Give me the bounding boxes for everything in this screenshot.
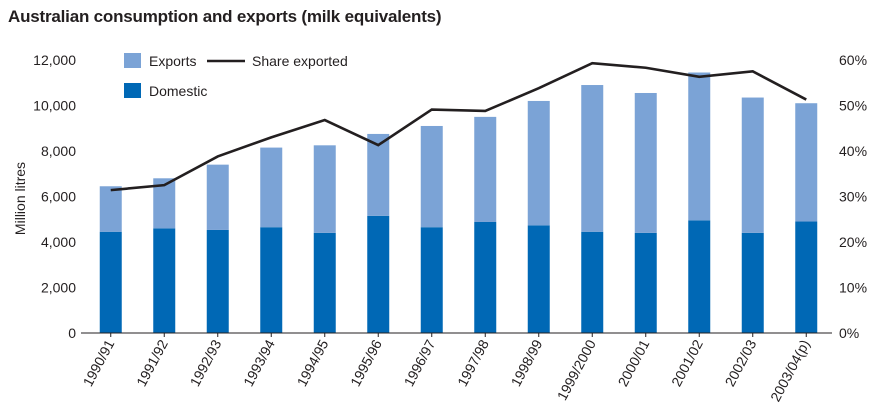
x-tick-label: 1990/91: [80, 337, 118, 389]
y2-tick-label: 0%: [839, 325, 859, 341]
bar-domestic-1: [153, 228, 176, 333]
x-tick-label: 1993/94: [240, 337, 278, 389]
x-tick-label: 2000/01: [615, 337, 653, 389]
bars-layer: [99, 72, 818, 333]
bar-domestic-7: [474, 221, 497, 333]
legend-label-exports: Exports: [149, 53, 196, 69]
bar-domestic-9: [581, 231, 604, 333]
x-tick-label: 1996/97: [401, 337, 439, 389]
bar-exports-0: [99, 186, 122, 232]
y2-tick-label: 10%: [839, 280, 867, 296]
y-axis-label: Million litres: [12, 162, 28, 235]
y2-tick-label: 50%: [839, 98, 867, 114]
bar-exports-10: [634, 92, 657, 233]
line-layer: [110, 61, 807, 192]
x-tick-label: 1994/95: [294, 337, 332, 389]
y2-tick-label: 60%: [839, 52, 867, 68]
x-tick-label: 1995/96: [347, 337, 385, 389]
x-tick-label: 1998/99: [508, 337, 546, 389]
y2-tick-label: 20%: [839, 234, 867, 250]
y-tick-label: 0: [68, 325, 76, 341]
bar-exports-13: [795, 103, 818, 222]
bar-exports-1: [153, 178, 176, 229]
y-tick-label: 12,000: [33, 52, 76, 68]
bar-exports-8: [527, 100, 550, 226]
x-tick-label: 2003/04(p): [767, 337, 813, 403]
bar-exports-12: [741, 97, 764, 233]
y-tick-label: 2,000: [41, 280, 76, 296]
bar-exports-9: [581, 85, 604, 232]
bar-domestic-12: [741, 232, 764, 333]
x-tick-label: 2001/02: [668, 337, 706, 389]
bar-exports-6: [420, 125, 443, 228]
bar-exports-11: [688, 72, 711, 221]
y-tick-label: 4,000: [41, 234, 76, 250]
bar-domestic-3: [260, 227, 283, 333]
bar-domestic-11: [688, 220, 711, 333]
legend: Exports Share exported Domestic: [124, 53, 348, 99]
bar-exports-3: [260, 147, 283, 228]
bar-domestic-8: [527, 225, 550, 333]
y2-tick-label: 40%: [839, 143, 867, 159]
x-tick-label: 1991/92: [133, 337, 171, 389]
chart-title: Australian consumption and exports (milk…: [8, 7, 442, 26]
bar-exports-4: [313, 145, 336, 233]
legend-label-domestic: Domestic: [149, 83, 207, 99]
bar-domestic-4: [313, 232, 336, 333]
y-tick-label: 8,000: [41, 143, 76, 159]
bar-domestic-13: [795, 221, 818, 333]
x-tick-label: 1992/93: [187, 337, 225, 389]
y-tick-label: 10,000: [33, 98, 76, 114]
x-tick-label: 2002/03: [722, 337, 760, 389]
bar-domestic-10: [634, 232, 657, 333]
bar-exports-5: [367, 133, 390, 216]
legend-swatch-domestic: [124, 83, 141, 98]
bar-exports-7: [474, 116, 497, 222]
x-tick-label: 1997/98: [454, 337, 492, 389]
bar-domestic-5: [367, 215, 390, 333]
x-tick-label: 1999/2000: [554, 337, 599, 403]
bar-exports-2: [206, 164, 229, 230]
y-tick-label: 6,000: [41, 189, 76, 205]
line-share-exported: [110, 61, 807, 192]
y2-tick-label: 30%: [839, 189, 867, 205]
bar-domestic-2: [206, 229, 229, 333]
legend-label-share-exported: Share exported: [252, 53, 348, 69]
legend-swatch-exports: [124, 53, 141, 68]
bar-domestic-0: [99, 231, 122, 333]
bar-domestic-6: [420, 227, 443, 333]
